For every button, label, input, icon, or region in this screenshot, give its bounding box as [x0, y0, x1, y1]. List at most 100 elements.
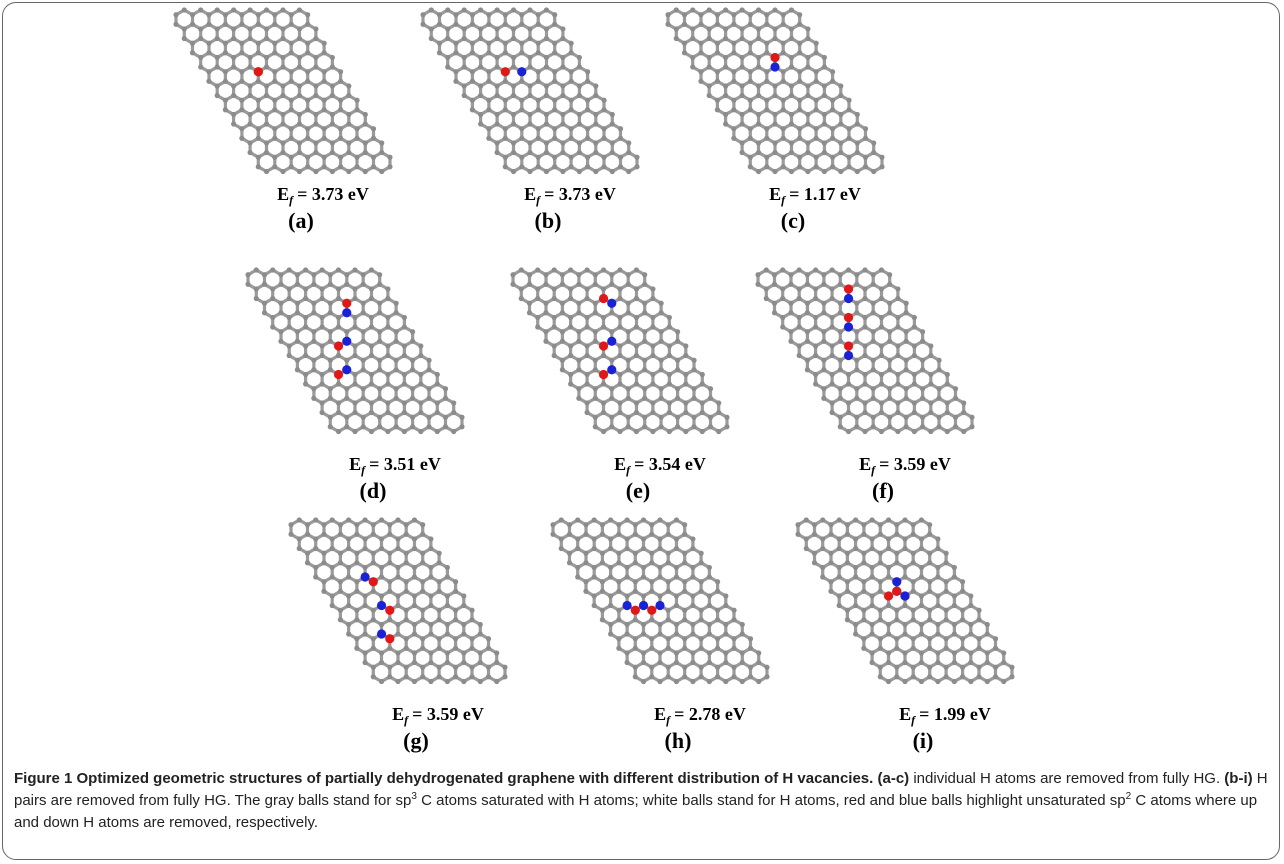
carbon-atom — [402, 315, 407, 320]
carbon-atom — [354, 136, 359, 141]
carbon-atom — [952, 650, 957, 655]
carbon-atom — [993, 665, 998, 670]
carbon-atom — [634, 315, 639, 320]
carbon-atom — [707, 83, 712, 88]
carbon-atom — [781, 136, 786, 141]
carbon-atom — [287, 353, 292, 358]
carbon-atom — [311, 367, 316, 372]
panel: Ef= 3.73 eV(a) — [173, 7, 392, 233]
carbon-atom — [511, 150, 516, 155]
carbon-atom — [634, 381, 639, 386]
carbon-atom — [813, 286, 818, 291]
carbon-atom — [330, 546, 335, 551]
carbon-atom — [772, 282, 777, 287]
carbon-atom — [198, 36, 203, 41]
carbon-atom — [278, 310, 283, 315]
carbon-atom — [311, 329, 316, 334]
carbon-atom — [805, 339, 810, 344]
carbon-atom — [395, 679, 400, 684]
carbon-atom — [674, 536, 679, 541]
carbon-atom — [527, 7, 532, 12]
carbon-atom — [731, 79, 736, 84]
carbon-atom — [404, 665, 409, 670]
carbon-atom — [894, 617, 899, 622]
carbon-atom — [289, 69, 294, 74]
carbon-atom — [699, 674, 704, 679]
carbon-atom — [402, 353, 407, 358]
carbon-atom — [377, 358, 382, 363]
carbon-atom — [377, 329, 382, 334]
carbon-atom — [280, 7, 285, 12]
carbon-atom — [904, 339, 909, 344]
carbon-atom — [469, 665, 474, 670]
carbon-atom — [659, 329, 664, 334]
carbon-atom — [256, 126, 261, 131]
carbon-atom — [239, 79, 244, 84]
carbon-atom — [336, 353, 341, 358]
carbon-atom — [519, 164, 524, 169]
carbon-atom — [960, 608, 965, 613]
carbon-atom — [886, 660, 891, 665]
carbon-atom — [322, 164, 327, 169]
carbon-atom — [231, 93, 236, 98]
carbon-atom — [871, 358, 876, 363]
carbon-atom — [935, 603, 940, 608]
carbon-atom — [797, 353, 802, 358]
carbon-atom — [748, 41, 753, 46]
carbon-atom — [568, 315, 573, 320]
carbon-atom — [313, 55, 318, 60]
caption-bold: (a-c) — [873, 770, 909, 787]
carbon-atom — [344, 329, 349, 334]
carbon-atom — [247, 93, 252, 98]
carbon-atom — [845, 532, 850, 537]
carbon-atom — [256, 50, 261, 55]
carbon-atom — [280, 93, 285, 98]
carbon-atom — [319, 343, 324, 348]
carbon-atom — [764, 296, 769, 301]
carbon-atom — [902, 650, 907, 655]
carbon-atom — [313, 150, 318, 155]
red-atom — [647, 606, 656, 615]
carbon-atom — [462, 93, 467, 98]
carbon-atom — [683, 429, 688, 434]
carbon-atom — [853, 565, 858, 570]
carbon-atom — [404, 608, 409, 613]
carbon-atom — [626, 282, 631, 287]
carbon-atom — [402, 410, 407, 415]
carbon-atom — [608, 593, 613, 598]
carbon-atom — [731, 69, 736, 74]
carbon-atom — [215, 93, 220, 98]
carbon-atom — [336, 410, 341, 415]
carbon-atom — [657, 660, 662, 665]
carbon-atom — [601, 164, 606, 169]
carbon-atom — [459, 415, 464, 420]
carbon-atom — [287, 296, 292, 301]
carbon-atom — [502, 665, 507, 670]
carbon-atom — [354, 155, 359, 160]
carbon-atom — [674, 565, 679, 570]
carbon-atom — [387, 522, 392, 527]
panel-label: (i) — [913, 728, 934, 753]
carbon-atom — [617, 343, 622, 348]
carbon-atom — [633, 560, 638, 565]
carbon-atom — [569, 164, 574, 169]
carbon-atom — [912, 343, 917, 348]
carbon-atom — [346, 93, 351, 98]
carbon-atom — [667, 372, 672, 377]
carbon-atom — [886, 603, 891, 608]
carbon-atom — [789, 150, 794, 155]
carbon-atom — [223, 69, 228, 74]
carbon-atom — [338, 107, 343, 112]
carbon-atom — [280, 64, 285, 69]
carbon-atom — [264, 169, 269, 174]
carbon-atom — [445, 650, 450, 655]
carbon-atom — [231, 36, 236, 41]
energy-value: = 3.73 eV — [544, 184, 616, 204]
carbon-atom — [912, 324, 917, 329]
carbon-atom — [624, 631, 629, 636]
carbon-atom — [470, 98, 475, 103]
carbon-atom — [560, 83, 565, 88]
panel-label: (h) — [665, 728, 692, 753]
carbon-atom — [412, 650, 417, 655]
carbon-atom — [845, 551, 850, 556]
